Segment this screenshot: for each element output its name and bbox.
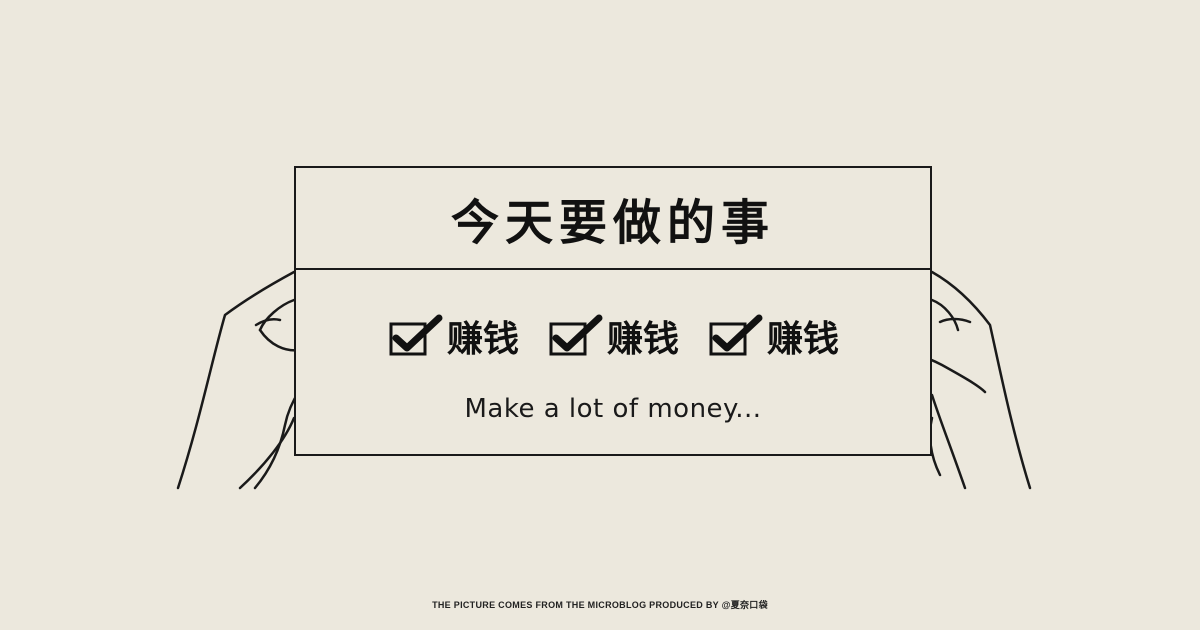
image-credit: THE PICTURE COMES FROM THE MICROBLOG PRO… bbox=[432, 600, 768, 610]
checklist-item-label: 赚钱 bbox=[446, 319, 519, 360]
checklist-item-label: 赚钱 bbox=[606, 319, 679, 360]
checked-box-icon bbox=[547, 314, 605, 358]
checklist-item-label: 赚钱 bbox=[767, 319, 840, 360]
checked-box-icon bbox=[707, 314, 765, 358]
todo-sign: 今天要做的事 赚钱 赚钱 bbox=[294, 166, 932, 456]
checklist-item: 赚钱 bbox=[707, 310, 839, 362]
sign-title: 今天要做的事 bbox=[450, 195, 775, 251]
checked-box-icon bbox=[387, 314, 445, 358]
sign-header: 今天要做的事 bbox=[296, 168, 930, 270]
sign-subtitle: Make a lot of money... bbox=[464, 394, 762, 424]
checklist-item: 赚钱 bbox=[547, 310, 679, 362]
checklist: 赚钱 赚钱 赚钱 bbox=[296, 310, 930, 362]
checklist-item: 赚钱 bbox=[387, 310, 519, 362]
